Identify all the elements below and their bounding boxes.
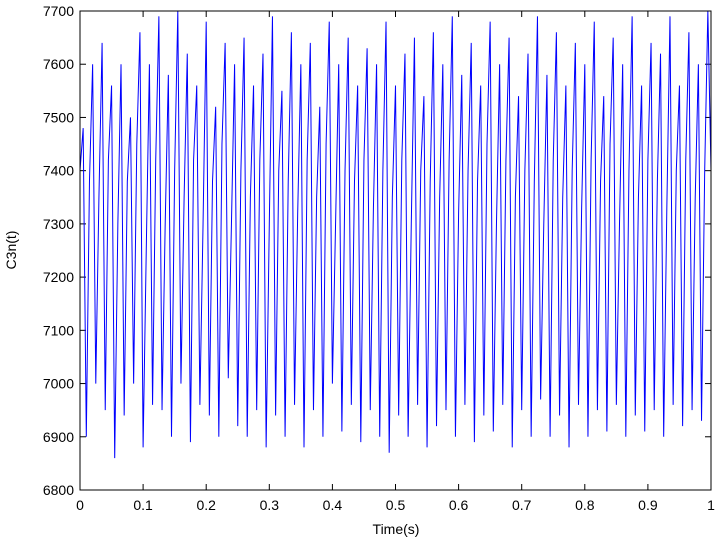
x-tick-label: 0.3	[260, 497, 280, 513]
plot-frame	[79, 10, 712, 491]
x-tick-label: 0.1	[133, 497, 153, 513]
x-tick-label: 0.8	[575, 497, 595, 513]
y-tick-label: 7500	[43, 109, 74, 125]
x-axis-label: Time(s)	[373, 521, 420, 537]
y-tick-label: 7200	[43, 269, 74, 285]
y-tick-label: 6900	[43, 429, 74, 445]
y-tick-label: 7400	[43, 163, 74, 179]
line-series	[79, 10, 712, 459]
x-tick-label: 0.7	[512, 497, 532, 513]
y-axis-label: C3n(t)	[3, 231, 19, 270]
y-tick-label: 6800	[43, 482, 74, 498]
y-tick-label: 7300	[43, 216, 74, 232]
y-tick-label: 7100	[43, 322, 74, 338]
x-tick-label: 0.5	[386, 497, 406, 513]
x-tick-label: 0.2	[196, 497, 216, 513]
x-tick-label: 1	[707, 497, 715, 513]
x-tick-label: 0.6	[449, 497, 469, 513]
x-tick-label: 0.4	[323, 497, 343, 513]
x-tick-label: 0	[76, 497, 84, 513]
x-tick-label: 0.9	[638, 497, 658, 513]
y-tick-label: 7600	[43, 56, 74, 72]
y-tick-label: 7700	[43, 3, 74, 19]
y-tick-label: 7000	[43, 376, 74, 392]
